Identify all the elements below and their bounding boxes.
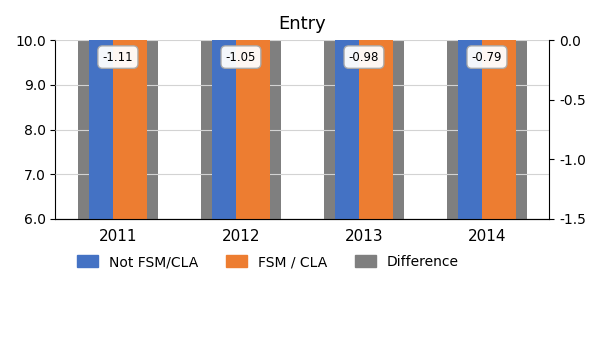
Text: -1.05: -1.05 xyxy=(226,51,256,64)
Text: -1.11: -1.11 xyxy=(103,51,133,64)
Bar xyxy=(78,0,158,219)
Bar xyxy=(335,0,374,219)
Bar xyxy=(201,0,281,219)
Bar xyxy=(212,0,251,219)
Text: -0.98: -0.98 xyxy=(349,51,379,64)
Bar xyxy=(359,0,392,219)
Legend: Not FSM/CLA, FSM / CLA, Difference: Not FSM/CLA, FSM / CLA, Difference xyxy=(72,249,465,275)
Bar xyxy=(458,0,496,219)
Title: Entry: Entry xyxy=(278,15,326,33)
Bar xyxy=(236,0,270,219)
Text: -0.79: -0.79 xyxy=(472,51,502,64)
Bar xyxy=(113,0,147,219)
Bar xyxy=(447,0,527,219)
Bar xyxy=(89,0,127,219)
Bar xyxy=(324,0,404,219)
Bar xyxy=(482,0,516,219)
